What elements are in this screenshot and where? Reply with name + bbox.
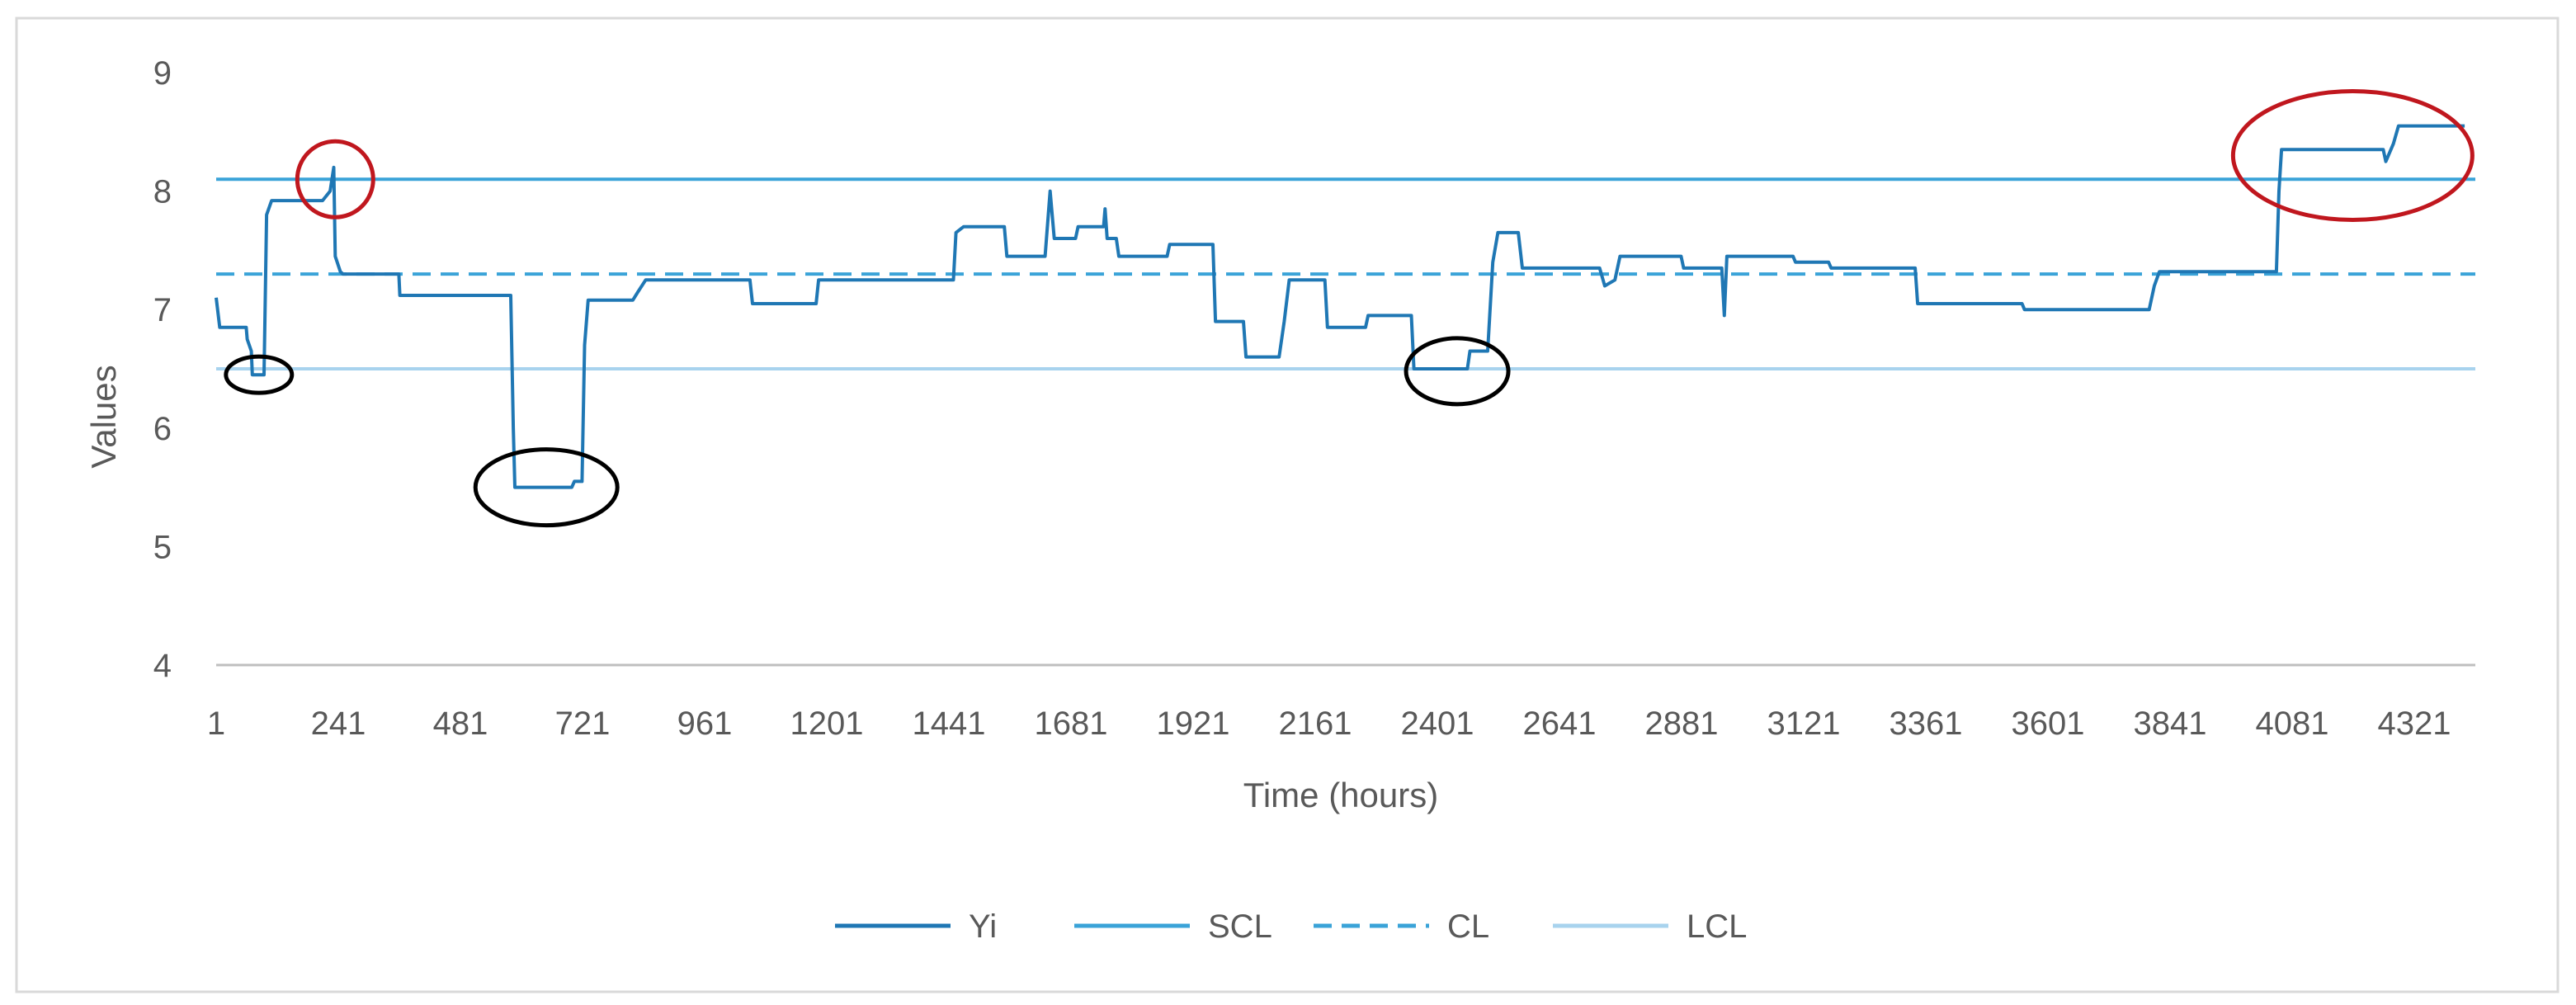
y-tick-label: 7 (153, 292, 172, 328)
x-tick-label: 721 (555, 705, 611, 742)
red-highlight-ellipse (2230, 89, 2475, 223)
limit-lines (216, 177, 2475, 370)
x-tick-label: 3361 (1890, 705, 1963, 742)
y-tick-label: 6 (153, 411, 172, 447)
highlight-layer (224, 89, 2475, 528)
chart-border (15, 17, 2559, 993)
x-tick-label: 1681 (1035, 705, 1108, 742)
y-tick-label: 5 (153, 529, 172, 565)
x-tick-label: 2641 (1523, 705, 1597, 742)
x-tick-label: 1921 (1157, 705, 1230, 742)
legend-label-yi: Yi (969, 908, 997, 945)
x-axis-title: Time (hours) (1243, 776, 1438, 814)
x-tick-label: 4321 (2378, 705, 2451, 742)
legend-label-scl: SCL (1208, 908, 1272, 945)
x-tick-label: 1 (207, 705, 225, 742)
x-tick-label: 2401 (1401, 705, 1474, 742)
y-axis-title: Values (84, 365, 123, 468)
x-tick-label: 1441 (913, 705, 986, 742)
y-tick-label: 8 (153, 174, 172, 210)
series-layer (215, 124, 2465, 489)
x-tick-label: 241 (311, 705, 366, 742)
y-tick-label: 4 (153, 648, 172, 684)
black-highlight-ellipse (224, 354, 295, 395)
axis-layer: 4 5 6 7 8 9 1 241 481 721 961 1201 1441 1681 1921 2161 2… (153, 55, 2475, 742)
black-highlight-ellipse (1404, 336, 1511, 407)
x-tick-label: 3121 (1767, 705, 1841, 742)
x-tick-label: 2161 (1279, 705, 1352, 742)
x-tick-label: 2881 (1645, 705, 1719, 742)
x-tick-label: 3601 (2012, 705, 2085, 742)
legend: Yi SCL CL LCL (835, 908, 1747, 945)
y-tick-label: 9 (153, 55, 172, 92)
legend-label-lcl: LCL (1687, 908, 1747, 945)
x-tick-label: 481 (433, 705, 488, 742)
x-tick-label: 4081 (2256, 705, 2329, 742)
x-tick-label: 961 (677, 705, 733, 742)
x-tick-label: 1201 (790, 705, 864, 742)
x-tick-label: 3841 (2134, 705, 2207, 742)
black-highlight-ellipse (473, 447, 620, 528)
yi-series-line (215, 124, 2465, 489)
legend-label-cl: CL (1447, 908, 1489, 945)
red-highlight-ellipse (295, 139, 375, 219)
